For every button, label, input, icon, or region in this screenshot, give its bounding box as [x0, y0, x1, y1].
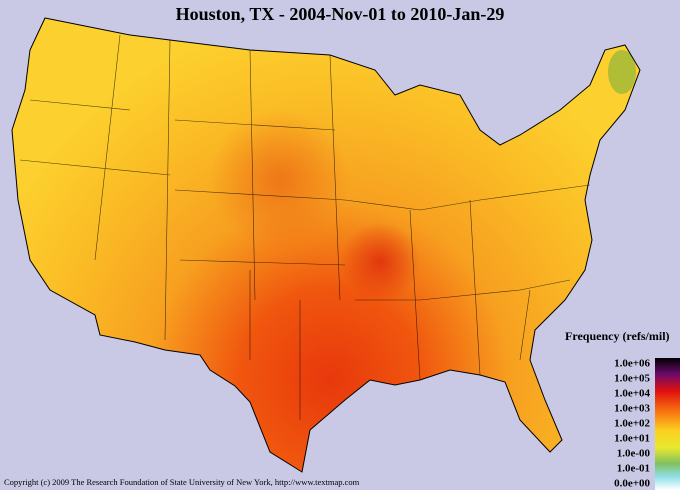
legend-title: Frequency (refs/mil) — [565, 329, 670, 343]
legend-label: 0.0e+00 — [614, 478, 650, 490]
legend-label: 1.0e-01 — [617, 463, 650, 475]
legend-label: 1.0e+06 — [614, 358, 650, 370]
color-scale — [655, 358, 680, 490]
map-title: Houston, TX - 2004-Nov-01 to 2010-Jan-29 — [176, 4, 505, 24]
legend-label: 1.0e+04 — [614, 388, 650, 400]
legend-label: 1.0e+05 — [614, 373, 650, 385]
legend-label: 1.0e+01 — [614, 433, 650, 445]
legend-label: 1.0e+02 — [614, 418, 650, 430]
legend-label: 1.0e+03 — [614, 403, 650, 415]
copyright: Copyright (c) 2009 The Research Foundati… — [4, 477, 360, 487]
legend-labels: 1.0e+06 1.0e+05 1.0e+04 1.0e+03 1.0e+02 1.0e+… — [614, 358, 650, 490]
legend-label: 1.0e-00 — [617, 448, 651, 460]
state-borders — [11, 17, 641, 473]
